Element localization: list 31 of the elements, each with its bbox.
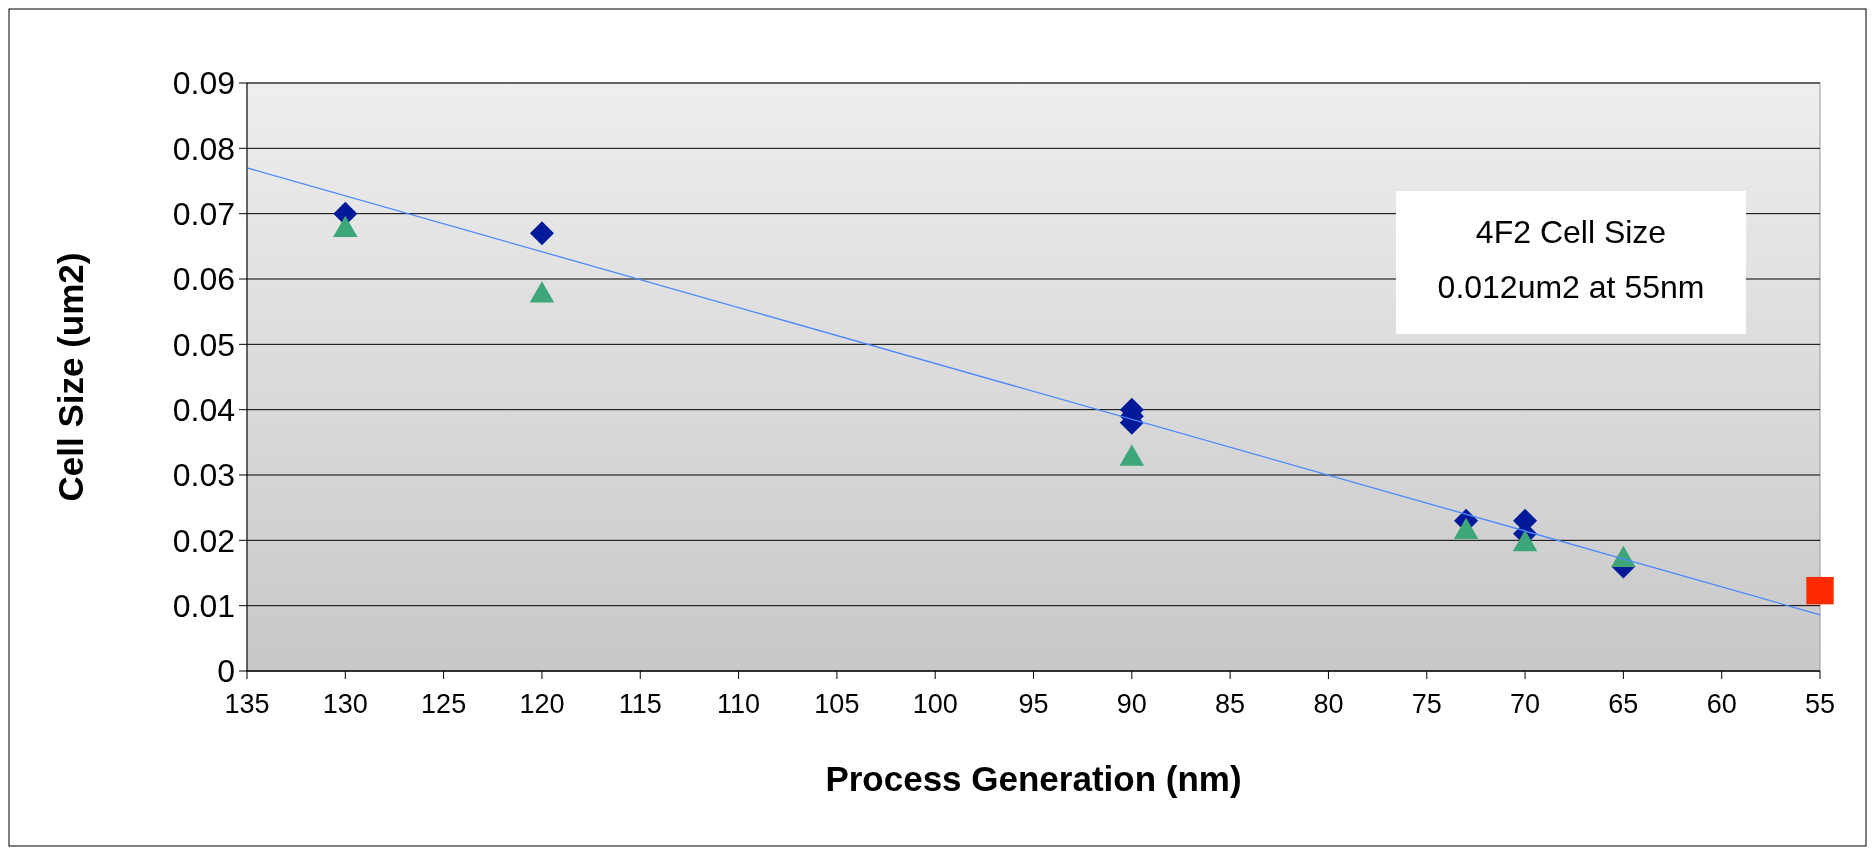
annotation: 0.012um2 at 55nm [1437,269,1705,305]
y-tick-label: 0.07 [172,195,235,232]
y-tick-label: 0.02 [172,522,235,559]
x-axis-title: Process Generation (nm) [825,759,1242,798]
x-tick-label: 110 [717,689,761,719]
x-tick-label: 115 [618,689,662,719]
y-tick-label: 0.08 [172,130,235,167]
x-tick-label: 105 [814,689,860,719]
x-tick-label: 135 [224,689,270,719]
x-tick-label: 130 [322,689,368,719]
y-tick-label: 0.05 [172,326,235,363]
x-tick-label: 120 [519,689,565,719]
x-tick-label: 55 [1804,689,1836,719]
x-tick-label: 85 [1215,689,1246,719]
x-tick-label: 90 [1116,689,1147,719]
x-tick-label: 95 [1018,689,1049,719]
y-axis-title: Cell Size (um2) [51,252,90,502]
x-tick-label: 65 [1608,689,1639,719]
x-tick-label: 70 [1510,689,1541,719]
x-tick-label: 80 [1313,689,1344,719]
y-tick-label: 0.01 [172,587,235,624]
x-tick-label: 100 [912,689,958,719]
annotation: 4F2 Cell Size [1475,214,1667,250]
y-tick-label: 0.04 [172,391,235,428]
y-tick-label: 0.06 [172,261,235,298]
y-tick-label: 0.09 [172,65,235,102]
x-tick-label: 60 [1706,689,1737,719]
y-tick-label: 0.03 [172,457,235,494]
x-tick-label: 125 [421,689,467,719]
x-tick-label: 75 [1411,689,1442,719]
y-tick-label: 0 [217,653,235,690]
